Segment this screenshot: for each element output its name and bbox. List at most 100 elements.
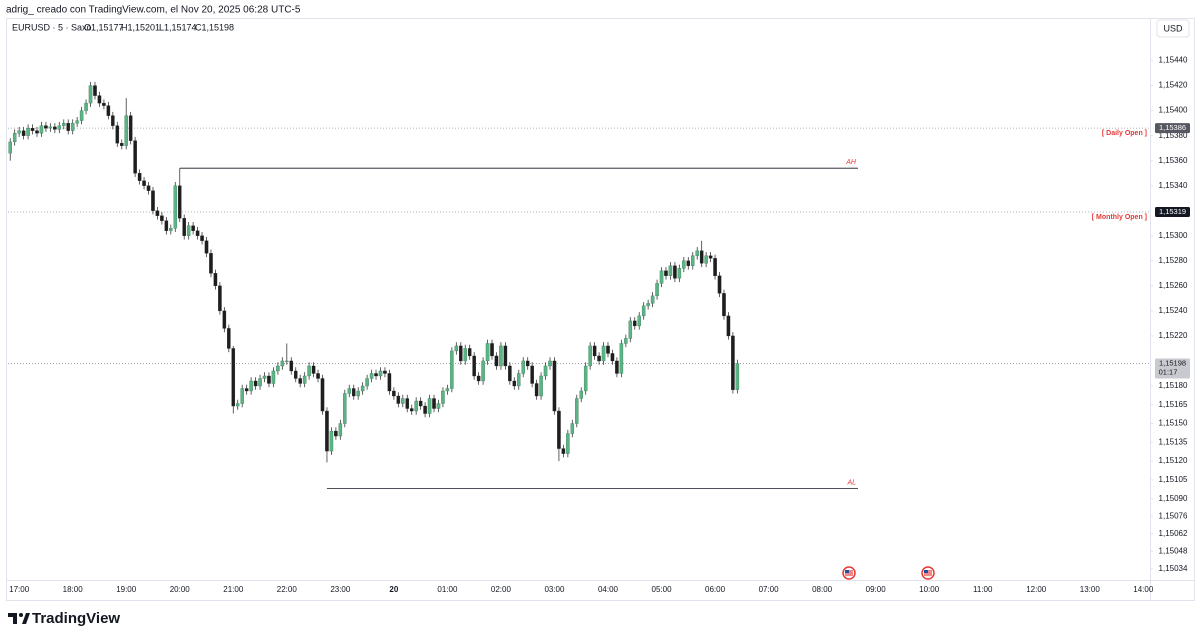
candle-body [271, 370, 276, 384]
candle-body [713, 258, 717, 276]
y-tick-label: 1,15120 [1159, 456, 1188, 465]
currency-button[interactable] [1156, 19, 1190, 38]
candle-body [298, 378, 302, 384]
candle-body [106, 105, 111, 116]
candle-body [39, 125, 44, 134]
x-tick-label: 19:00 [116, 585, 137, 594]
price-line-label: [ Monthly Open ] [1092, 214, 1147, 221]
candle-body [637, 315, 641, 327]
candle-body [262, 375, 267, 379]
candle-body [503, 345, 508, 367]
candle-body [137, 173, 142, 181]
price-tag-label: 1,15319 [1159, 207, 1186, 216]
y-tick-label: 1,15380 [1159, 131, 1188, 140]
candle-body [227, 328, 231, 349]
candle-body [44, 125, 48, 129]
legend-open: O1,15177 [84, 22, 124, 32]
candle-body [677, 268, 682, 279]
x-tick-label: 06:00 [705, 585, 726, 594]
countdown: 01:17 [1159, 367, 1178, 376]
candle-body [463, 348, 467, 362]
candle-body [173, 185, 178, 229]
candle-body [490, 343, 494, 357]
candle-body [405, 398, 410, 409]
y-tick-label: 1,15105 [1159, 475, 1188, 484]
x-tick-label: 22:00 [277, 585, 298, 594]
candle-body [316, 373, 320, 379]
price-line-label: [ Daily Open ] [1102, 130, 1147, 137]
candle-body [539, 375, 543, 397]
candle-body [200, 235, 204, 241]
candle-body [641, 305, 646, 317]
y-tick-label: 1,15180 [1159, 381, 1188, 390]
x-tick-label: 14:00 [1133, 585, 1154, 594]
candle-body [311, 365, 316, 374]
y-tick-label: 1,15340 [1159, 181, 1188, 190]
candle-body [472, 355, 476, 377]
candle-body [276, 365, 280, 372]
legend-close: C1,15198 [195, 22, 234, 32]
y-tick-label: 1,15165 [1159, 400, 1188, 409]
x-tick-label: 04:00 [598, 585, 619, 594]
candle-body [280, 360, 285, 367]
candle-body [668, 265, 673, 276]
candle-body [579, 390, 583, 399]
candle-body [343, 393, 347, 424]
candle-body [213, 273, 218, 287]
candle-body [369, 373, 374, 379]
candle-body [610, 353, 615, 362]
candle-body [253, 380, 258, 387]
candle-body [445, 388, 450, 392]
candle-body [588, 345, 592, 367]
candle-body [155, 210, 160, 216]
candle-body [450, 350, 454, 389]
y-tick-label: 1,15150 [1159, 419, 1188, 428]
candle-body [619, 343, 624, 374]
candle-body [476, 375, 481, 382]
last-price-tag [1155, 358, 1190, 379]
x-tick-label: 18:00 [63, 585, 84, 594]
candle-body [231, 348, 236, 407]
candle-body [726, 315, 731, 337]
candle-body [320, 378, 325, 412]
candle-body [525, 360, 530, 367]
candle-body [467, 348, 472, 357]
candle-body [624, 338, 628, 344]
candle-body [717, 275, 722, 294]
candle-body [334, 430, 338, 437]
y-tick-label: 1,15076 [1159, 511, 1188, 520]
candle-body [699, 250, 704, 264]
candle-body [592, 345, 597, 357]
candle-body [601, 345, 606, 362]
candle-body [186, 225, 191, 236]
candle-body [302, 375, 307, 384]
candle-body [249, 380, 253, 392]
candle-body [646, 303, 650, 307]
candle-body [26, 127, 30, 136]
candle-body [722, 293, 726, 317]
y-tick-label: 1,15240 [1159, 306, 1188, 315]
candle-body [548, 360, 552, 367]
candle-body [673, 265, 677, 279]
candle-body [414, 400, 418, 412]
y-tick-label: 1,15280 [1159, 256, 1188, 265]
candle-body [102, 102, 106, 106]
candle-body [240, 388, 244, 404]
candle-body [655, 283, 659, 297]
candle-body [128, 115, 133, 141]
candle-body [387, 373, 392, 392]
candle-body [628, 320, 633, 339]
candle-body [79, 110, 84, 121]
candle-body [401, 398, 405, 404]
y-tick-label: 1,15300 [1159, 231, 1188, 240]
event-icon[interactable] [921, 566, 935, 580]
y-tick-label: 1,15440 [1159, 56, 1188, 65]
candle-body [8, 141, 12, 154]
event-icon[interactable] [842, 566, 856, 580]
x-tick-label: 07:00 [759, 585, 780, 594]
x-tick-label: 23:00 [330, 585, 351, 594]
y-tick-label: 1,15400 [1159, 106, 1188, 115]
candle-body [441, 390, 445, 404]
